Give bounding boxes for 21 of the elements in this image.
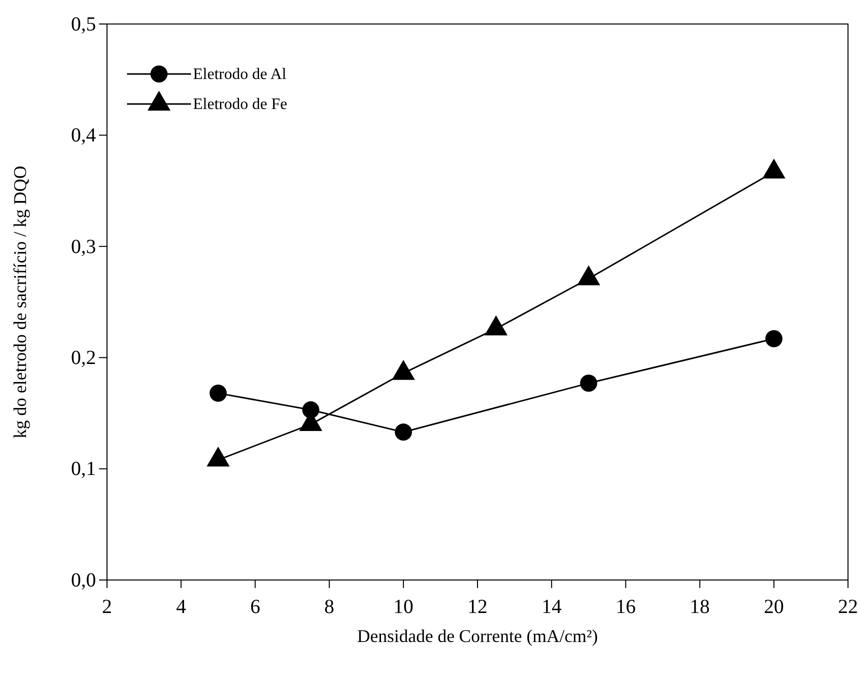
y-axis-title: kg do eletrodo de sacrifício / kg DQO <box>10 166 30 438</box>
legend-label: Eletrodo de Fe <box>193 96 288 113</box>
y-tick-label: 0,3 <box>71 236 96 258</box>
x-tick-label: 14 <box>542 596 562 618</box>
legend-label: Eletrodo de Al <box>193 66 287 83</box>
y-tick-label: 0,2 <box>71 347 96 369</box>
x-tick-label: 22 <box>838 596 858 618</box>
x-tick-label: 6 <box>250 596 260 618</box>
x-tick-label: 10 <box>393 596 414 618</box>
x-tick-label: 12 <box>468 596 488 618</box>
x-axis-title: Densidade de Corrente (mA/cm²) <box>357 626 598 646</box>
y-tick-label: 0,0 <box>71 569 96 592</box>
x-tick-label: 4 <box>176 596 186 618</box>
x-tick-label: 8 <box>324 596 334 618</box>
y-tick-label: 0,4 <box>71 124 96 147</box>
x-tick-label: 16 <box>616 596 636 618</box>
x-tick-label: 18 <box>690 596 710 618</box>
y-tick-label: 0,1 <box>71 458 96 480</box>
x-tick-label: 20 <box>764 596 784 618</box>
x-tick-label: 2 <box>102 596 112 618</box>
y-tick-label: 0,5 <box>71 13 96 36</box>
